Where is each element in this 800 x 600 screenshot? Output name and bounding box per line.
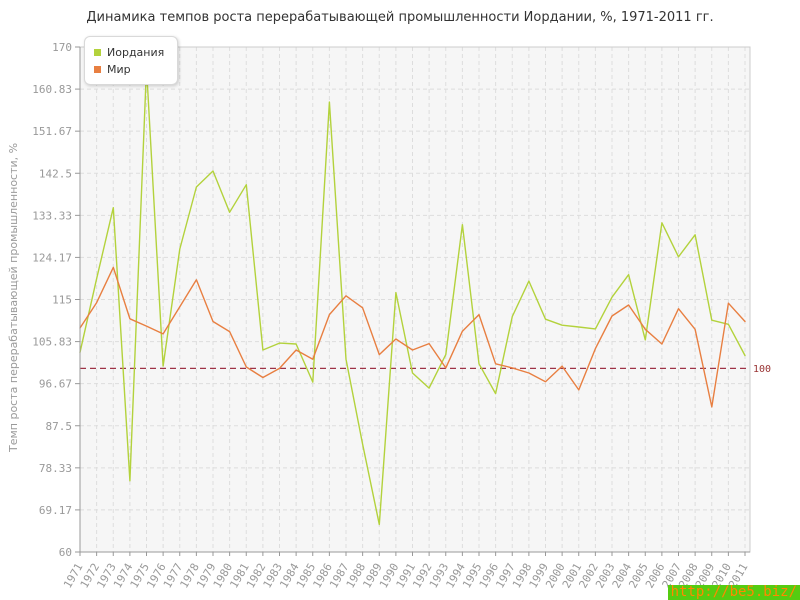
reference-line-label: 100 (753, 364, 771, 375)
y-tick-label: 96.67 (39, 378, 72, 391)
legend-label-jordan: Иордания (107, 46, 165, 59)
y-tick-label: 78.33 (39, 462, 72, 475)
y-tick-label: 142.5 (39, 167, 72, 180)
legend-label-world: Мир (107, 63, 131, 76)
y-tick-label: 170 (52, 41, 72, 54)
series-line-1 (79, 266, 746, 408)
y-tick-label: 115 (52, 294, 72, 307)
legend: Иордания Мир (84, 36, 179, 85)
y-tick-labels: 170 160.83 151.67 142.5 133.33 124.17 115 105.8… (32, 41, 80, 559)
y-tick-label: 60 (59, 546, 72, 559)
y-axis-title: Темп роста перерабатывающей промышленнос… (7, 142, 20, 452)
source-link[interactable]: http://be5.biz/ (667, 585, 800, 600)
world-series-swatch-icon (94, 66, 101, 73)
plot-background (80, 47, 750, 552)
y-tick-label: 87.5 (46, 420, 73, 433)
chart-title: Динамика темпов роста перерабатывающей п… (86, 10, 714, 25)
legend-item-jordan: Иордания (94, 44, 164, 61)
legend-item-world: Мир (94, 61, 164, 78)
y-tick-label: 160.83 (32, 83, 72, 96)
y-tick-label: 124.17 (32, 251, 72, 264)
x-tick-labels: 1971197219731974197519761977197819791980… (61, 552, 751, 590)
series-line-0 (79, 66, 746, 526)
y-tick-label: 151.67 (32, 125, 72, 138)
jordan-series-swatch-icon (94, 49, 101, 56)
y-tick-label: 133.33 (32, 209, 72, 222)
y-tick-label: 69.17 (39, 504, 72, 517)
y-tick-label: 105.83 (32, 336, 72, 349)
